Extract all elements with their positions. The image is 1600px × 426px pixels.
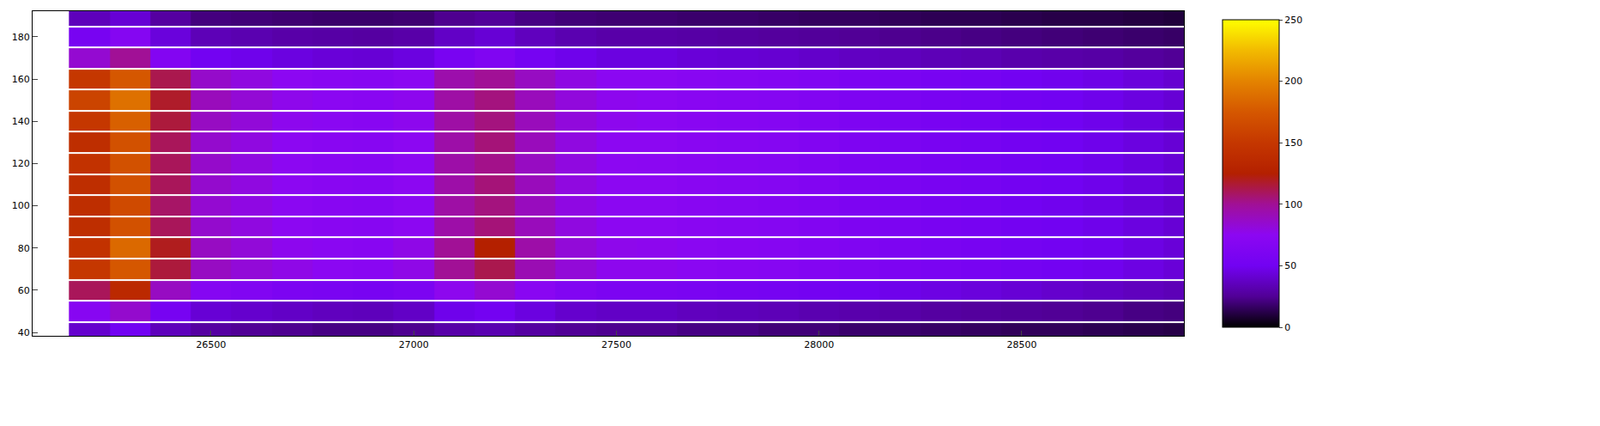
svg-text:27500: 27500 [601,338,632,351]
svg-text:200: 200 [1284,75,1303,87]
svg-text:27000: 27000 [398,338,429,351]
svg-text:160: 160 [12,73,31,85]
svg-text:60: 60 [18,284,31,296]
svg-text:180: 180 [12,31,31,43]
svg-text:50: 50 [1284,259,1297,272]
svg-text:100: 100 [12,199,31,212]
svg-text:150: 150 [1284,137,1303,149]
svg-text:80: 80 [18,242,31,254]
svg-text:26500: 26500 [195,338,226,351]
svg-text:140: 140 [12,115,31,127]
svg-text:0: 0 [1284,321,1291,333]
svg-text:100: 100 [1284,199,1303,211]
svg-text:28500: 28500 [1006,338,1037,351]
svg-text:40: 40 [18,326,31,339]
svg-text:120: 120 [12,157,31,170]
svg-text:250: 250 [1284,14,1303,26]
svg-text:28000: 28000 [803,338,834,351]
